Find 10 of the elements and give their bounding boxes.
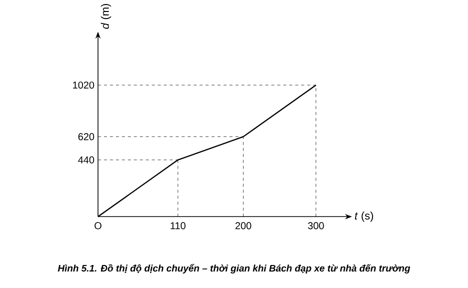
y-tick-label: 620 [78,133,94,140]
x-tick-label: 200 [235,222,252,230]
text: Hình 5.1. Đồ thị độ dịch chuyển – thời gian khi Bách đạp xe từ nhà đến trường [58,264,410,274]
x-tick-label: 110 [170,222,186,230]
x-axis-title: t (s) [354,212,374,222]
x-tick-label: 300 [308,222,324,230]
y-axis-title: d (m) [100,4,112,29]
y-tick-label: 1020 [73,82,94,89]
y-tick-label: 440 [78,156,94,164]
x-tick-label: O [94,222,102,230]
